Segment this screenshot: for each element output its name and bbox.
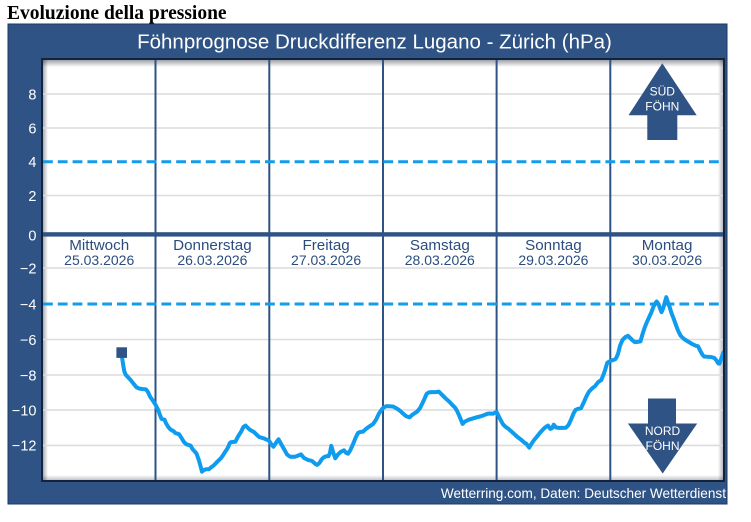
svg-text:27.03.2026: 27.03.2026 <box>291 252 361 268</box>
svg-text:25.03.2026: 25.03.2026 <box>64 252 134 268</box>
svg-text:−12: −12 <box>12 439 37 455</box>
svg-text:Montag: Montag <box>642 237 693 254</box>
svg-text:Donnerstag: Donnerstag <box>173 237 252 254</box>
svg-text:Sonntag: Sonntag <box>525 237 582 254</box>
svg-text:−2: −2 <box>20 261 37 277</box>
svg-text:Evoluzione della pressione: Evoluzione della pressione <box>7 3 227 24</box>
svg-text:26.03.2026: 26.03.2026 <box>177 252 247 268</box>
svg-text:−6: −6 <box>20 333 37 349</box>
svg-text:−10: −10 <box>12 404 37 420</box>
svg-text:NORD: NORD <box>645 424 681 438</box>
svg-text:SÜD: SÜD <box>650 85 676 99</box>
svg-text:−8: −8 <box>20 368 37 384</box>
svg-text:4: 4 <box>28 155 36 171</box>
svg-text:Mittwoch: Mittwoch <box>69 237 129 254</box>
svg-text:2: 2 <box>28 189 36 205</box>
svg-text:−4: −4 <box>20 297 37 313</box>
svg-text:8: 8 <box>28 87 36 103</box>
svg-text:Wetterring.com, Daten: Deutsch: Wetterring.com, Daten: Deutscher Wetterd… <box>441 486 726 501</box>
svg-text:6: 6 <box>28 121 36 137</box>
svg-text:29.03.2026: 29.03.2026 <box>518 252 588 268</box>
svg-text:Samstag: Samstag <box>410 237 470 254</box>
svg-text:Freitag: Freitag <box>302 237 349 254</box>
svg-text:FÖHN: FÖHN <box>646 439 680 453</box>
svg-text:0: 0 <box>28 228 36 244</box>
svg-text:FÖHN: FÖHN <box>645 99 679 113</box>
svg-text:28.03.2026: 28.03.2026 <box>405 252 475 268</box>
svg-text:Föhnprognose Druckdifferenz Lu: Föhnprognose Druckdifferenz Lugano - Zür… <box>137 31 612 54</box>
svg-text:30.03.2026: 30.03.2026 <box>632 252 702 268</box>
